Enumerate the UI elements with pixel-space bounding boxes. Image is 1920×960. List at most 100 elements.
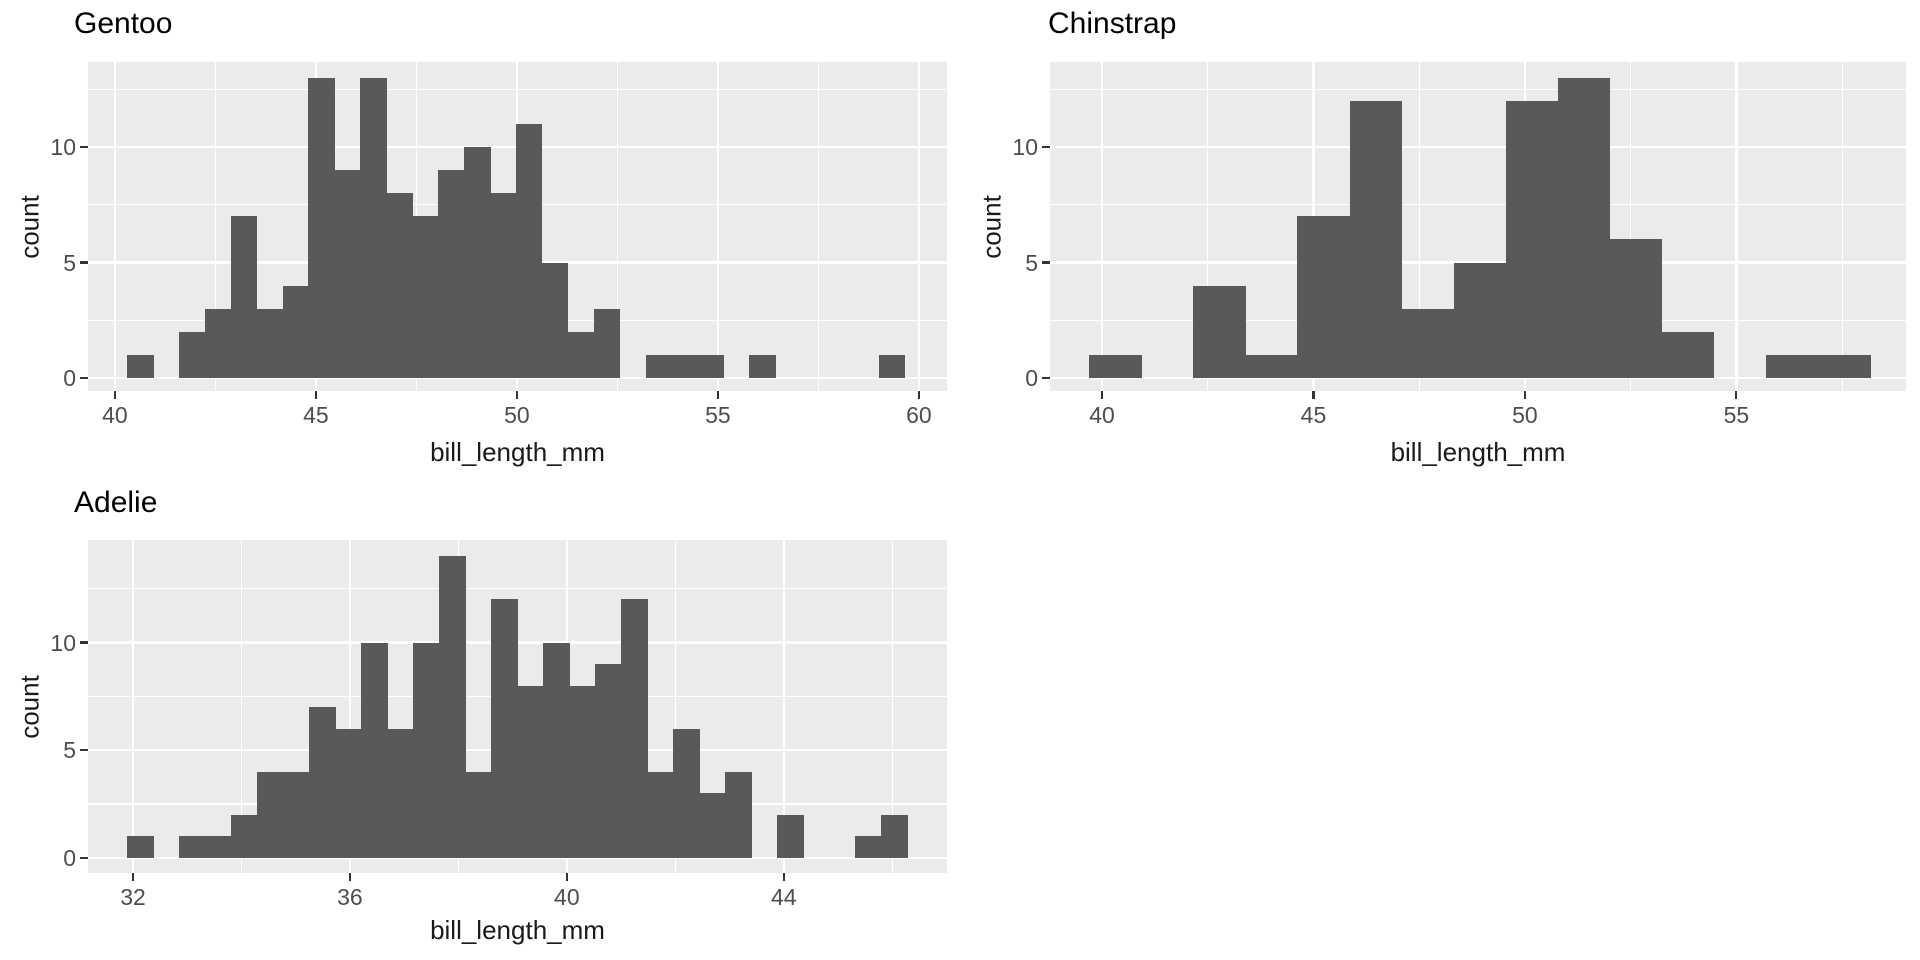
gridline-major-x (113, 62, 117, 391)
y-tick-label: 5 (63, 249, 76, 276)
y-axis-title: count (14, 675, 45, 739)
histogram-bar (231, 814, 258, 858)
gridline-minor-x (1207, 62, 1209, 391)
histogram-bar (1765, 354, 1819, 379)
histogram-bar (439, 556, 466, 858)
histogram-bar (412, 216, 439, 379)
histogram-bar (413, 642, 440, 858)
histogram-bar (1349, 100, 1403, 379)
gridline-minor-x (817, 62, 819, 391)
x-tick-label: 40 (102, 402, 128, 428)
y-tick-mark (80, 261, 88, 264)
histogram-bar (881, 814, 908, 858)
histogram-bar (1609, 239, 1663, 379)
histogram-bar (541, 262, 569, 379)
x-tick-label: 50 (504, 402, 530, 428)
x-tick-mark (131, 873, 135, 881)
gridline-minor-y (1050, 204, 1906, 206)
x-tick-mark (565, 873, 568, 881)
x-axis-title: bill_length_mm (430, 915, 605, 945)
gridline-major-x (716, 62, 720, 391)
histogram-bar (777, 814, 804, 858)
x-tick-label: 55 (705, 402, 731, 428)
plot-panel (1050, 62, 1906, 391)
histogram-bar (309, 707, 336, 858)
histogram-bar (489, 193, 517, 379)
histogram-bar (543, 642, 570, 858)
histogram-bar (1505, 100, 1559, 379)
x-tick-label: 40 (554, 884, 580, 910)
x-tick-mark (782, 873, 785, 881)
y-tick-mark (1042, 261, 1050, 264)
histogram-bar (569, 685, 596, 858)
x-tick-mark (515, 391, 518, 399)
gridline-major-x (1735, 62, 1738, 391)
histogram-bar (517, 685, 544, 858)
gridline-minor-x (214, 62, 216, 391)
gridline-major-y (1050, 261, 1906, 264)
gridline-minor-y (1050, 88, 1906, 90)
plot-panel (88, 62, 947, 391)
gridline-minor-x (674, 540, 676, 873)
x-tick-label: 45 (303, 402, 329, 428)
histogram-bar (127, 836, 154, 858)
histogram-bar (567, 331, 595, 379)
x-tick-mark (1735, 391, 1738, 399)
histogram-bar (126, 354, 154, 379)
facet-title: Adelie (74, 486, 158, 519)
histogram-bar (645, 354, 673, 379)
x-tick-mark (1523, 391, 1527, 399)
histogram-bar (1245, 354, 1299, 379)
y-tick-mark (80, 641, 88, 644)
histogram-bar (464, 147, 491, 379)
x-tick-mark (1312, 391, 1315, 399)
histogram-bar (335, 728, 362, 858)
x-tick-mark (917, 391, 920, 399)
y-tick-label: 5 (63, 737, 76, 764)
y-tick-label: 10 (1012, 134, 1038, 161)
histogram-bar (725, 771, 752, 858)
y-tick-mark (80, 856, 88, 859)
gridline-major-y (88, 856, 947, 860)
histogram-bar (282, 285, 310, 379)
y-tick-mark (80, 145, 88, 149)
x-tick-mark (314, 391, 317, 399)
gridline-minor-x (616, 62, 618, 391)
histogram-bar (1297, 216, 1351, 379)
y-tick-label: 0 (1025, 365, 1038, 392)
y-tick-mark (80, 749, 88, 752)
x-axis-title: bill_length_mm (1390, 437, 1566, 467)
histogram-bar (179, 836, 206, 858)
facet-title: Gentoo (74, 7, 173, 40)
x-tick-mark (716, 391, 719, 399)
histogram-bar (647, 771, 674, 858)
histogram-bar (621, 599, 648, 858)
x-tick-label: 40 (1089, 402, 1115, 428)
y-tick-mark (80, 376, 88, 380)
histogram-bar (697, 354, 724, 379)
histogram-bar (334, 170, 361, 379)
gridline-major-x (782, 540, 785, 873)
histogram-bar (491, 599, 518, 858)
gridline-major-y (1050, 376, 1906, 380)
y-tick-label: 5 (1025, 249, 1038, 276)
y-tick-label: 0 (63, 365, 76, 392)
histogram-bar (386, 193, 413, 379)
gridline-major-y (88, 376, 947, 380)
gridline-minor-x (1630, 62, 1632, 391)
x-axis-title: bill_length_mm (430, 437, 605, 467)
x-tick-label: 36 (337, 884, 363, 910)
histogram-bar (1453, 262, 1507, 379)
histogram-bar (1193, 285, 1247, 379)
x-tick-label: 32 (120, 884, 146, 910)
gridline-major-x (917, 62, 921, 391)
histogram-bar (671, 354, 698, 379)
y-tick-mark (1042, 376, 1050, 380)
histogram-bar (283, 771, 310, 858)
plot-panel (88, 540, 947, 873)
gridline-minor-x (240, 540, 243, 873)
